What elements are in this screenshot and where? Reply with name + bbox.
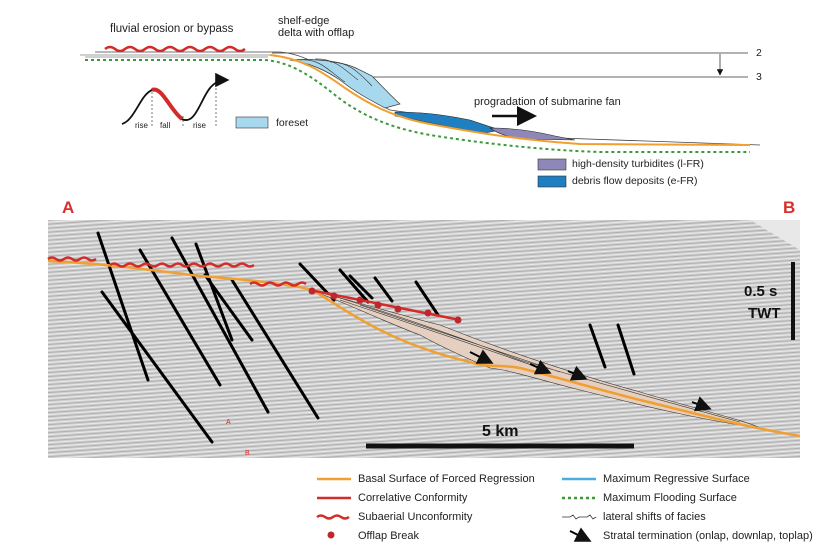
progradation-label: progradation of submarine fan bbox=[474, 96, 621, 108]
debris-flow-deposit bbox=[394, 111, 502, 134]
legend-su-swatch bbox=[316, 514, 350, 520]
curve-fall-label: fall bbox=[160, 121, 171, 130]
legend-offlap-swatch bbox=[327, 531, 335, 539]
shelf-edge-label: shelf-edge delta with offlap bbox=[278, 15, 355, 39]
legend-mrs-label: Maximum Regressive Surface bbox=[603, 473, 750, 485]
fan-internal-lines bbox=[329, 294, 741, 423]
legend-lateral-shift-label: lateral shifts of facies bbox=[603, 511, 706, 523]
foreset-swatch bbox=[235, 116, 269, 129]
legend-termination-label: Stratal termination (onlap, downlap, top… bbox=[603, 530, 813, 542]
seismic-top-blank bbox=[750, 220, 800, 250]
offlap-break-points bbox=[308, 287, 462, 324]
fluvial-label: fluvial erosion or bypass bbox=[110, 23, 234, 35]
foreset-deposit bbox=[289, 59, 401, 109]
legend-termination-swatch bbox=[569, 527, 592, 542]
legend-bsfr-label: Basal Surface of Forced Regression bbox=[358, 473, 535, 485]
legend-mfs-label: Maximum Flooding Surface bbox=[603, 492, 737, 504]
small-a-label: A bbox=[226, 419, 231, 426]
fault-lines bbox=[96, 231, 636, 444]
legend-cc-label: Correlative Conformity bbox=[358, 492, 468, 504]
sea-level-curve-fall bbox=[151, 87, 184, 121]
seismic-subaerial-unconformity bbox=[47, 256, 307, 287]
bsfr-line bbox=[269, 54, 751, 146]
section-label-a: A bbox=[62, 198, 75, 217]
hdt-swatch bbox=[537, 158, 567, 171]
sea-level-curve bbox=[121, 72, 230, 125]
section-label-b: B bbox=[783, 198, 796, 217]
vertical-scale-unit: TWT bbox=[748, 305, 781, 322]
small-b-label: B bbox=[245, 450, 250, 457]
seismic-bsfr-line bbox=[47, 259, 801, 438]
seismic-section bbox=[48, 220, 800, 458]
foreset-label: foreset bbox=[276, 117, 309, 129]
subaerial-unconformity-wavy bbox=[104, 45, 246, 53]
curve-rise-2-label: rise bbox=[193, 121, 206, 130]
foreset-clinoform-1 bbox=[299, 58, 373, 87]
seismic-correlative-conformity bbox=[309, 288, 461, 322]
debris-swatch bbox=[537, 175, 567, 188]
sea-level-3-label: 3 bbox=[756, 71, 762, 83]
fan-body bbox=[309, 289, 761, 429]
debris-legend-label: debris flow deposits (e-FR) bbox=[572, 175, 698, 187]
horizontal-scale-label: 5 km bbox=[482, 423, 519, 440]
legend-offlap-label: Offlap Break bbox=[358, 530, 419, 542]
vertical-scale-value: 0.5 s bbox=[744, 283, 778, 300]
shelf-strata bbox=[80, 54, 270, 58]
stratal-termination-arrows bbox=[469, 349, 712, 412]
legend-su-label: Subaerial Unconformity bbox=[358, 511, 473, 523]
turbidite-deposit bbox=[489, 127, 576, 141]
mfs-line bbox=[85, 59, 750, 153]
sea-level-2-label: 2 bbox=[756, 47, 762, 59]
curve-rise-1-label: rise bbox=[135, 121, 148, 130]
legend-lateral-shift-swatch bbox=[562, 514, 597, 520]
hdt-legend-label: high-density turbidites (l-FR) bbox=[572, 158, 704, 170]
